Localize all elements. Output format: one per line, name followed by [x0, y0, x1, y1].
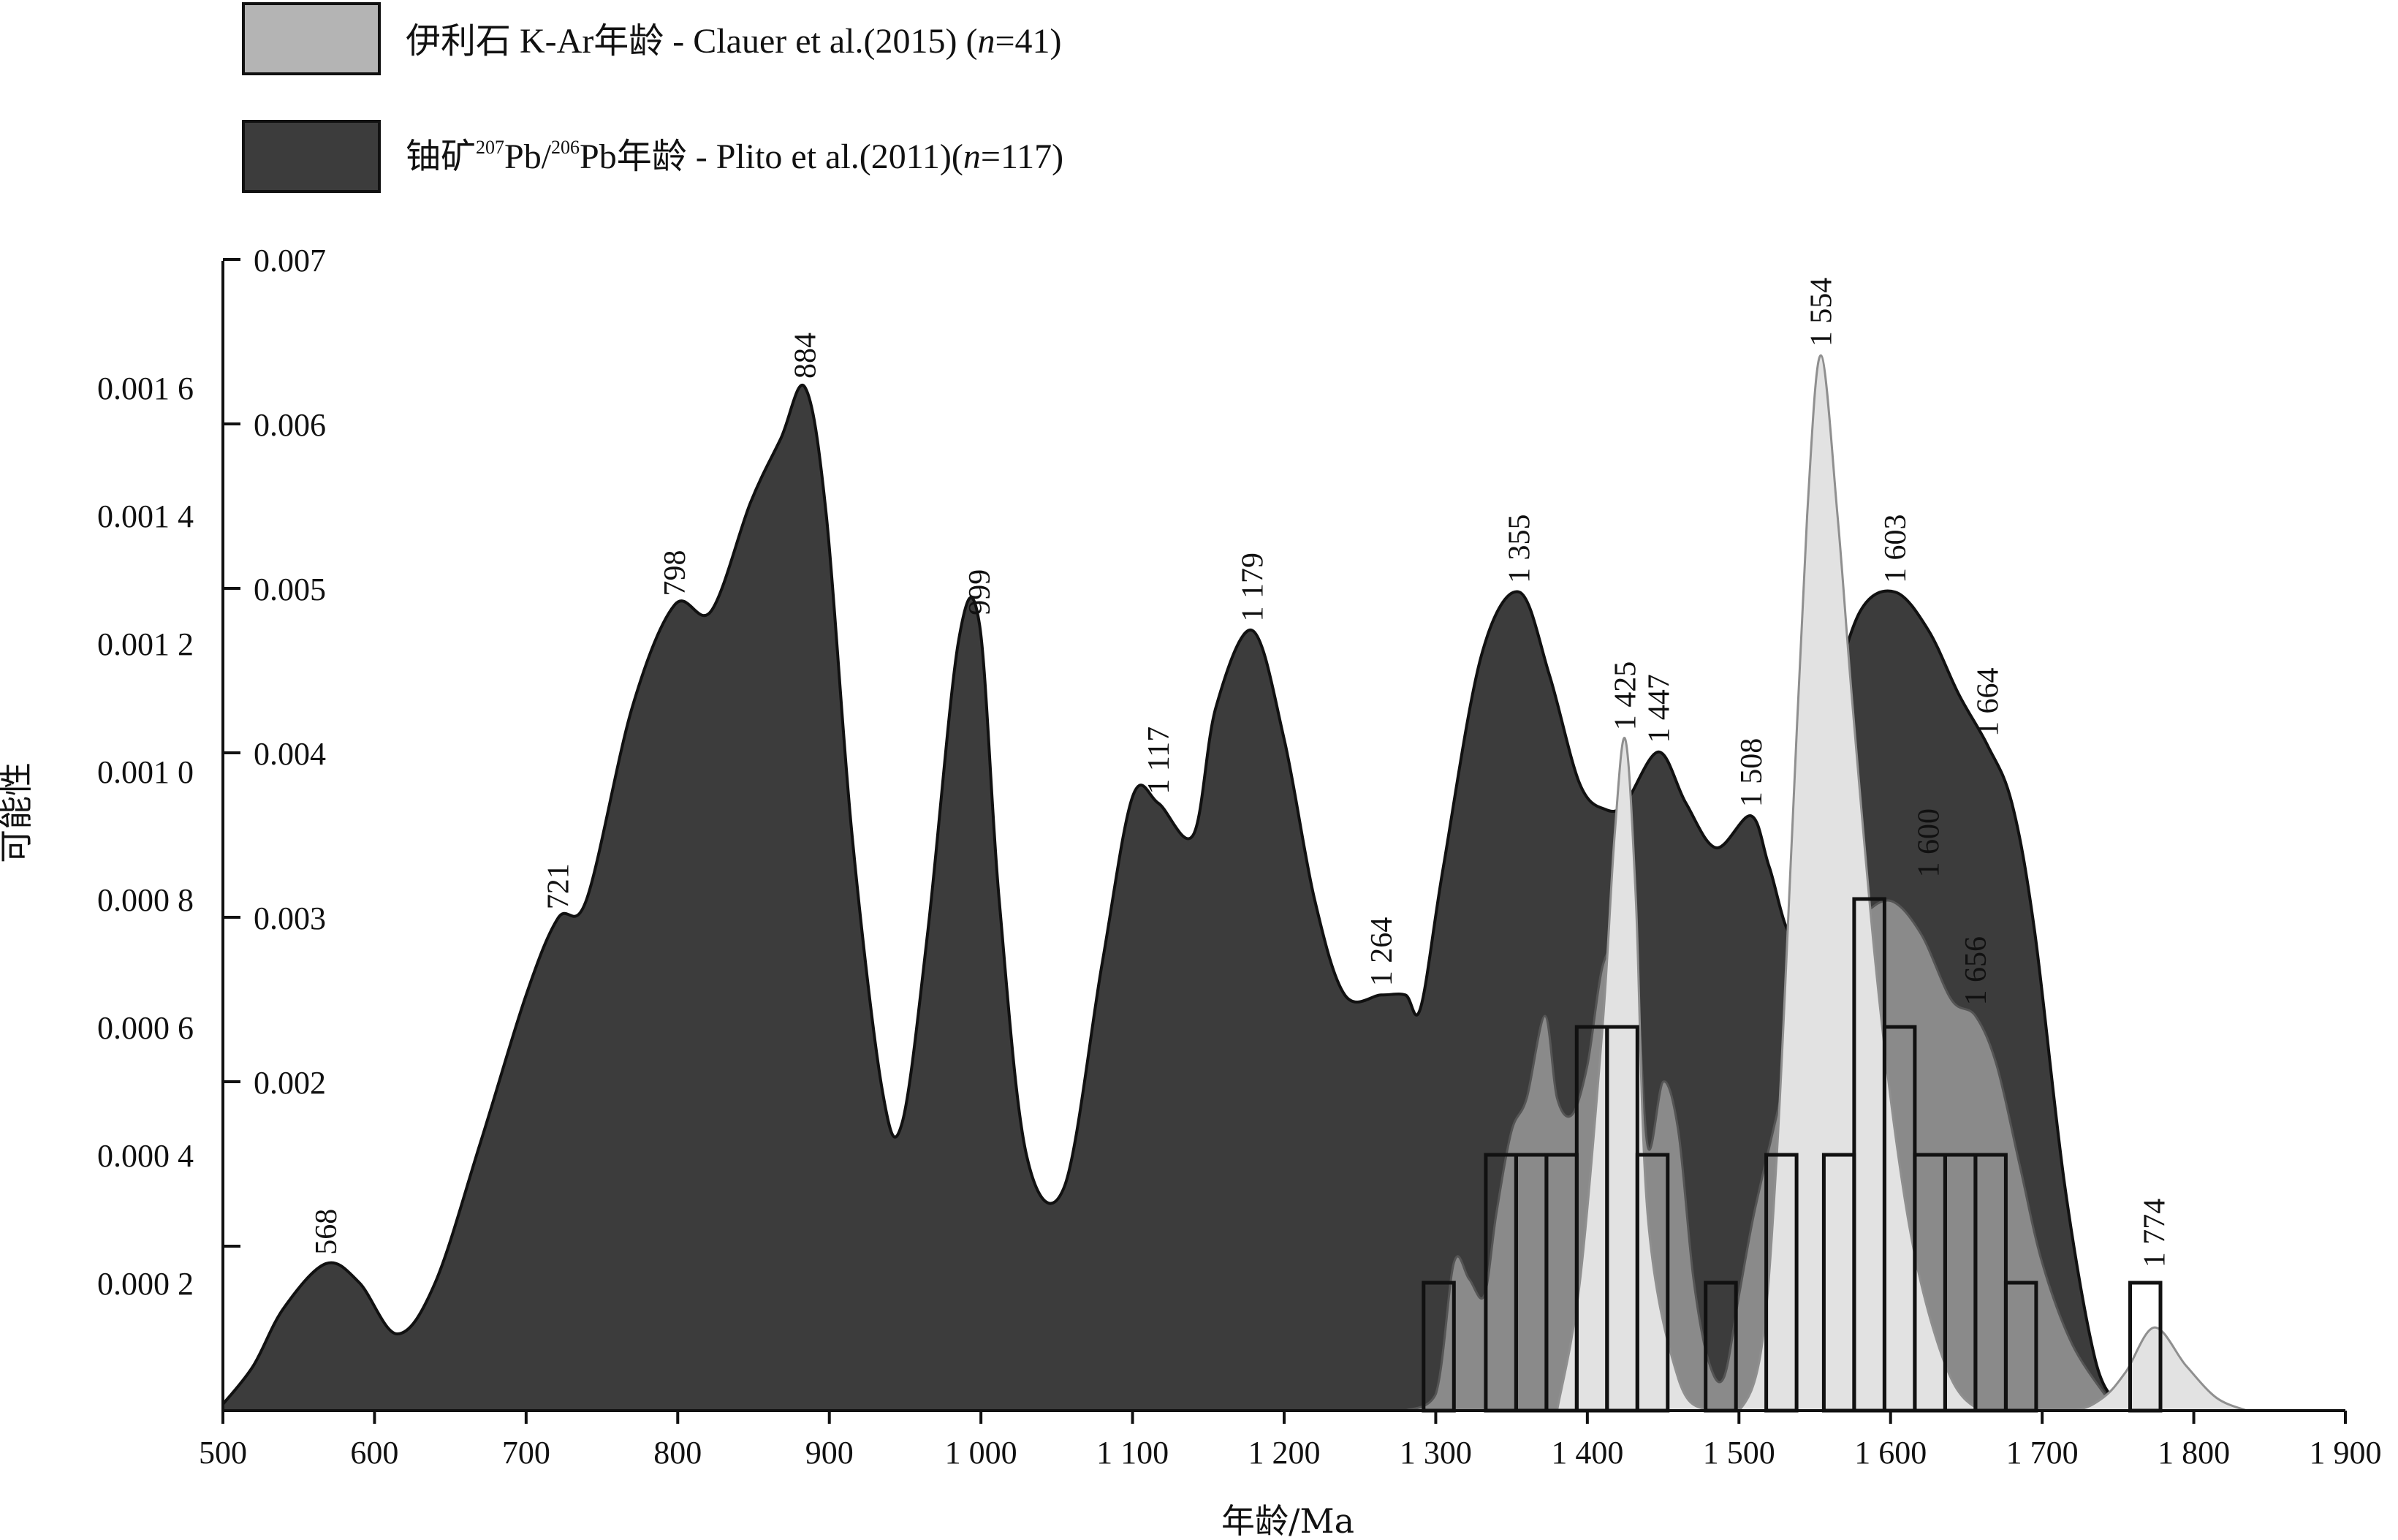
legend-label-uraninite: 铀矿207Pb/206Pb年龄 - Plito et al.(2011)(n=1… [406, 137, 1063, 176]
peak-labels: 568 721 798 884 999 1 117 1 179 1 264 1 355 1 425… [310, 278, 2172, 1268]
y-left-tick-label: 0.000 2 [97, 1266, 194, 1302]
peak-label: 1 554 [1805, 278, 1838, 347]
x-tick-label: 1 700 [2006, 1435, 2079, 1471]
peak-label: 1 264 [1365, 917, 1399, 987]
peak-label: 1 117 [1142, 727, 1176, 794]
legend-item-illite: 伊利石 K-Ar年龄 - Clauer et al.(2015) (n=41) [242, 2, 1062, 75]
y-right-tick-label: 0.006 [254, 407, 326, 443]
peak-label: 568 [310, 1209, 344, 1255]
y-right-tick-label: 0.003 [254, 900, 326, 936]
x-tick-label: 1 100 [1096, 1435, 1169, 1471]
x-tick-label: 600 [350, 1435, 398, 1471]
y-left-tick-label: 0.000 8 [97, 882, 194, 918]
y-left-tick-label: 0.001 4 [97, 498, 194, 534]
x-tick-label: 500 [199, 1435, 247, 1471]
peak-label: 1 600 [1913, 808, 1946, 878]
legend-item-uraninite: 铀矿207Pb/206Pb年龄 - Plito et al.(2011)(n=1… [242, 120, 1063, 193]
legend: 伊利石 K-Ar年龄 - Clauer et al.(2015) (n=41) … [242, 2, 1063, 193]
peak-label: 1 664 [1972, 668, 2006, 737]
y-left-tick-label: 0.001 6 [97, 371, 194, 406]
y-left-tick-label: 0.000 4 [97, 1138, 194, 1174]
y-right-tick-label: 0.002 [254, 1065, 326, 1101]
x-axis-title: 年龄/Ma [1221, 1501, 1354, 1540]
y-left-tick-label: 0.001 2 [97, 626, 194, 662]
x-tick-label: 1 500 [1703, 1435, 1775, 1471]
peak-label: 884 [789, 333, 823, 379]
y-left-tick-label: 0.000 6 [97, 1010, 194, 1046]
x-tick-label: 1 900 [2310, 1435, 2382, 1471]
x-tick-label: 1 000 [945, 1435, 1017, 1471]
peak-label: 1 425 [1609, 661, 1643, 731]
plot-area: 568 721 798 884 999 1 117 1 179 1 264 1 355 1 425… [97, 243, 2382, 1471]
peak-label: 999 [963, 569, 997, 615]
y-right-tick-label: 0.004 [254, 736, 326, 772]
x-tick-label: 1 600 [1854, 1435, 1927, 1471]
legend-swatch-uraninite [242, 120, 381, 193]
peak-label: 1 179 [1236, 553, 1270, 622]
peak-label: 1 603 [1879, 515, 1913, 584]
y-right-tick-label: 0.007 [254, 243, 326, 278]
y-right-tick-label: 0.005 [254, 572, 326, 607]
peak-label: 721 [542, 863, 575, 909]
peak-label: 1 774 [2139, 1199, 2172, 1268]
y-axis-title: 可能性 [0, 762, 36, 863]
axes: 500 600 700 800 900 1 000 1 100 1 200 1 300 1 400… [97, 243, 2382, 1471]
legend-swatch-illite [242, 2, 381, 75]
peak-label: 1 355 [1503, 515, 1537, 584]
x-tick-label: 1 200 [1248, 1435, 1321, 1471]
peak-label: 798 [659, 550, 692, 596]
peak-label: 1 656 [1959, 936, 1993, 1006]
x-tick-label: 900 [805, 1435, 854, 1471]
legend-label-illite: 伊利石 K-Ar年龄 - Clauer et al.(2015) (n=41) [406, 22, 1062, 61]
y-left-tick-label: 0.001 0 [97, 754, 194, 790]
x-tick-label: 800 [653, 1435, 702, 1471]
peak-label: 1 508 [1735, 738, 1769, 808]
peak-label: 1 447 [1642, 674, 1676, 743]
x-tick-label: 1 800 [2158, 1435, 2230, 1471]
density-curves [221, 354, 2248, 1412]
x-tick-label: 700 [502, 1435, 550, 1471]
x-tick-label: 1 400 [1551, 1435, 1623, 1471]
x-tick-label: 1 300 [1400, 1435, 1472, 1471]
